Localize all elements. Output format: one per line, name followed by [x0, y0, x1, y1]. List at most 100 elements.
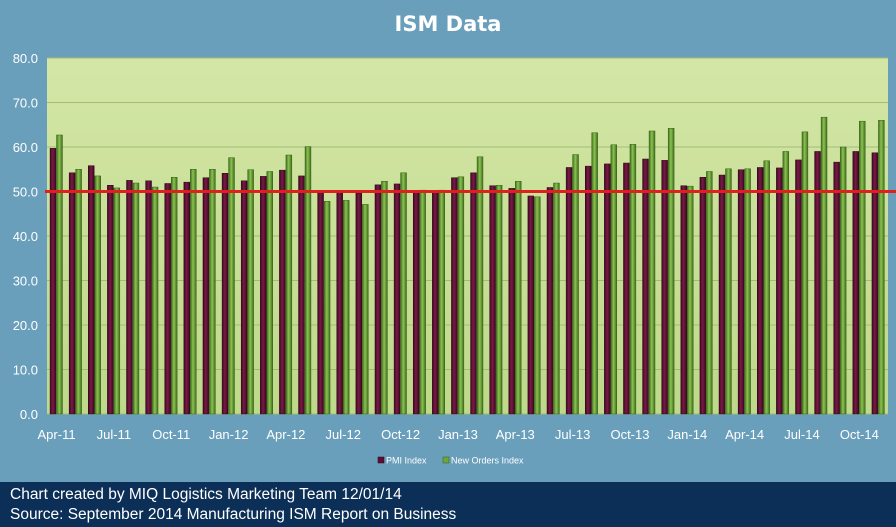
new-orders-bar: [56, 134, 63, 415]
new-orders-bar: [782, 151, 790, 415]
footer-source: Source: September 2014 Manufacturing ISM…: [10, 506, 457, 523]
pmi-bar: [298, 175, 305, 415]
pmi-bar: [279, 169, 286, 415]
new-orders-bar: [75, 169, 82, 415]
new-orders-bar: [687, 185, 694, 415]
pmi-bar: [412, 191, 420, 415]
y-tick-label: 20.0: [13, 318, 38, 333]
pmi-bar: [680, 185, 687, 415]
new-orders-bar: [400, 172, 407, 415]
new-orders-bar: [247, 169, 254, 415]
new-orders-bar: [362, 204, 369, 415]
pmi-bar: [126, 180, 133, 415]
y-tick-label: 60.0: [13, 140, 38, 155]
new-orders-bar: [381, 181, 388, 415]
pmi-bar: [757, 167, 764, 415]
bars: [49, 116, 885, 415]
new-orders-bar: [839, 146, 847, 415]
new-orders-bar: [419, 189, 426, 415]
pmi-bar: [795, 159, 802, 415]
pmi-bar: [107, 185, 114, 415]
x-tick-label: Jul-11: [97, 427, 131, 442]
ism-chart: ISM Data 0.0 10.0 20.0 30.0 40.0 50.0 60.0 70.0…: [13, 12, 896, 466]
pmi-bar: [642, 158, 649, 415]
pmi-bar: [432, 190, 439, 415]
new-orders-bar: [725, 168, 732, 415]
new-orders-bar: [744, 168, 751, 415]
new-orders-bar: [266, 171, 273, 415]
new-orders-bar: [763, 160, 770, 415]
x-tick-label: Jul-14: [784, 427, 819, 442]
legend: PMI Index New Orders Index: [377, 456, 524, 466]
y-tick-label: 80.0: [13, 51, 38, 66]
pmi-bar: [336, 192, 343, 415]
pmi-bar: [584, 165, 592, 415]
pmi-bar: [737, 169, 745, 415]
new-orders-bar: [285, 154, 293, 415]
pmi-bar: [88, 165, 95, 415]
x-tick-label: Oct-11: [152, 427, 190, 442]
pmi-bar: [183, 181, 191, 415]
pmi-bar: [240, 180, 248, 415]
new-orders-bar: [820, 116, 828, 415]
y-tick-label: 40.0: [13, 229, 38, 244]
pmi-bar: [489, 185, 496, 415]
pmi-bar: [718, 174, 726, 415]
new-orders-bar: [304, 146, 312, 415]
pmi-bar: [49, 148, 57, 415]
pmi-bar: [776, 167, 783, 415]
x-tick-label: Jan-14: [667, 427, 707, 442]
x-tick-label: Oct-13: [610, 427, 649, 442]
new-orders-bar: [190, 169, 197, 415]
legend-label: New Orders Index: [451, 456, 524, 466]
new-orders-bar: [553, 182, 560, 415]
x-tick-label: Jul-12: [326, 427, 361, 442]
pmi-bar: [164, 183, 171, 415]
new-orders-bar: [113, 187, 121, 415]
new-orders-bar: [629, 144, 637, 415]
pmi-bar: [374, 184, 382, 415]
new-orders-bar: [572, 154, 579, 415]
pmi-bar: [833, 161, 840, 415]
new-orders-bar: [228, 157, 235, 415]
pmi-bar: [145, 180, 152, 415]
pmi-bar: [661, 160, 668, 415]
pmi-bar: [317, 192, 324, 415]
y-axis-ticks: 0.0 10.0 20.0 30.0 40.0 50.0 60.0 70.0 80.0: [13, 51, 38, 422]
pmi-bar: [508, 188, 515, 415]
new-orders-bar: [610, 144, 618, 415]
new-orders-bar: [534, 196, 541, 415]
new-orders-bar: [343, 200, 350, 415]
pmi-bar: [221, 173, 229, 415]
y-tick-label: 0.0: [20, 407, 38, 422]
new-orders-bar: [667, 128, 675, 415]
new-orders-bar: [170, 177, 178, 415]
pmi-bar: [355, 193, 363, 415]
new-orders-bar: [495, 185, 503, 415]
pmi-bar: [565, 167, 573, 415]
y-tick-label: 70.0: [13, 96, 38, 111]
new-orders-bar: [151, 186, 159, 415]
pmi-bar: [871, 152, 879, 415]
footer: Chart created by MIQ Logistics Marketing…: [0, 482, 896, 527]
new-orders-bar: [476, 156, 484, 415]
x-axis-ticks: Apr-11 Jul-11 Oct-11 Jan-12 Apr-12 Jul-12 Oct-…: [38, 427, 879, 442]
pmi-bar: [546, 187, 554, 415]
footer-credit: Chart created by MIQ Logistics Marketing…: [10, 486, 402, 503]
x-tick-label: Jul-13: [555, 427, 590, 442]
x-tick-label: Oct-14: [840, 427, 879, 442]
x-tick-label: Apr-12: [266, 427, 305, 442]
pmi-bar: [604, 163, 611, 415]
x-tick-label: Apr-13: [496, 427, 535, 442]
y-tick-label: 50.0: [13, 185, 38, 200]
pmi-bar: [527, 195, 535, 415]
new-orders-bar: [323, 201, 331, 415]
y-tick-label: 30.0: [13, 274, 38, 289]
new-orders-bar: [648, 130, 656, 415]
new-orders-bar: [801, 131, 809, 415]
new-orders-bar: [859, 120, 866, 415]
legend-label: PMI Index: [386, 456, 427, 466]
pmi-bar: [202, 177, 210, 415]
pmi-bar: [393, 183, 401, 415]
x-tick-label: Apr-11: [38, 427, 76, 442]
